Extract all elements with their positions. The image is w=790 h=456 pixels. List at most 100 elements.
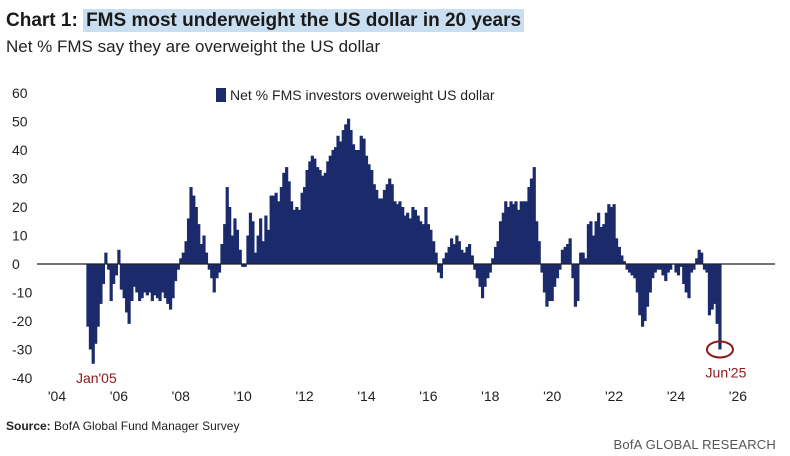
bar xyxy=(661,264,665,276)
bar xyxy=(658,264,663,270)
bar xyxy=(323,172,327,264)
bar xyxy=(94,264,98,344)
y-tick-label: -10 xyxy=(12,285,32,301)
y-tick-label: -30 xyxy=(12,342,32,358)
annotation-label: Jun'25 xyxy=(706,365,747,381)
bar xyxy=(305,169,309,264)
bar xyxy=(225,187,229,264)
y-tick-label: 50 xyxy=(12,114,28,130)
bar xyxy=(450,238,454,264)
bar xyxy=(212,264,216,293)
bar xyxy=(184,241,188,264)
bar xyxy=(215,264,219,279)
bar xyxy=(316,167,320,264)
bar xyxy=(217,264,222,273)
bar xyxy=(633,264,637,279)
bar xyxy=(692,264,696,270)
bar xyxy=(473,264,477,270)
bar xyxy=(643,264,647,321)
bar xyxy=(581,252,585,264)
bar xyxy=(589,221,593,264)
bar xyxy=(522,201,526,264)
bar xyxy=(498,221,503,264)
bar xyxy=(297,209,301,264)
bar-series xyxy=(86,118,722,364)
bar xyxy=(269,195,273,264)
x-tick-label: '18 xyxy=(481,388,499,404)
bar xyxy=(648,264,652,293)
source-note: Source: BofA Global Fund Manager Survey xyxy=(6,419,239,433)
chart-title-highlight: FMS most underweight the US dollar in 20… xyxy=(83,9,525,32)
bar xyxy=(411,207,415,264)
bar xyxy=(519,201,523,264)
source-text: BofA Global Fund Manager Survey xyxy=(54,419,240,433)
y-tick-label: 10 xyxy=(12,228,28,244)
x-tick-label: '10 xyxy=(234,388,252,404)
bar xyxy=(555,264,560,279)
y-axis: -40 -30 -20 -10 0 10 20 30 40 50 60 xyxy=(12,85,32,386)
bar xyxy=(576,264,580,302)
bar xyxy=(370,169,374,264)
bar xyxy=(599,226,603,264)
bar xyxy=(333,147,338,264)
bar xyxy=(148,264,152,293)
bar xyxy=(181,252,185,264)
bar xyxy=(150,264,154,302)
bar xyxy=(285,167,289,264)
bar xyxy=(197,224,201,264)
bar xyxy=(573,264,578,307)
bar xyxy=(695,258,699,264)
bar xyxy=(610,207,614,264)
bar xyxy=(194,207,198,264)
bar xyxy=(158,264,162,302)
x-tick-label: '16 xyxy=(419,388,437,404)
bar xyxy=(480,264,485,299)
chart-title: Chart 1: FMS most underweight the US dol… xyxy=(6,9,525,32)
y-tick-label: 40 xyxy=(12,142,28,158)
bar xyxy=(393,201,397,264)
bar xyxy=(119,264,123,290)
legend-swatch xyxy=(216,88,226,102)
bar xyxy=(96,264,100,327)
bar xyxy=(586,224,591,264)
bar xyxy=(679,264,683,267)
bar xyxy=(153,264,157,296)
bar xyxy=(491,258,495,264)
bar xyxy=(287,181,291,264)
bar xyxy=(682,264,686,284)
bar xyxy=(548,264,552,302)
bar xyxy=(114,264,119,276)
bar xyxy=(689,264,694,273)
annotation-label: Jan'05 xyxy=(76,370,117,386)
bar xyxy=(457,241,461,264)
bar xyxy=(553,264,557,287)
x-tick-label: '26 xyxy=(729,388,747,404)
y-tick-label: 20 xyxy=(12,199,28,215)
bar xyxy=(328,155,332,264)
bar xyxy=(385,184,389,264)
bar xyxy=(398,201,402,264)
bar xyxy=(625,264,629,270)
bar xyxy=(496,241,500,264)
bar xyxy=(584,258,588,264)
bar xyxy=(290,201,294,264)
bar xyxy=(107,264,111,270)
bar xyxy=(303,187,307,264)
bar xyxy=(442,258,446,264)
bar xyxy=(545,264,549,307)
bar xyxy=(715,264,719,324)
bar xyxy=(504,201,508,264)
bar xyxy=(465,246,469,264)
bar xyxy=(204,252,209,264)
bar xyxy=(524,201,529,264)
bar xyxy=(408,218,413,264)
bar xyxy=(475,264,479,279)
bar xyxy=(163,264,167,299)
bar xyxy=(223,224,227,264)
bar xyxy=(419,221,423,264)
bar xyxy=(437,264,441,273)
bar xyxy=(501,212,505,264)
bar xyxy=(346,118,351,265)
bar xyxy=(614,238,619,264)
bar xyxy=(266,229,270,264)
